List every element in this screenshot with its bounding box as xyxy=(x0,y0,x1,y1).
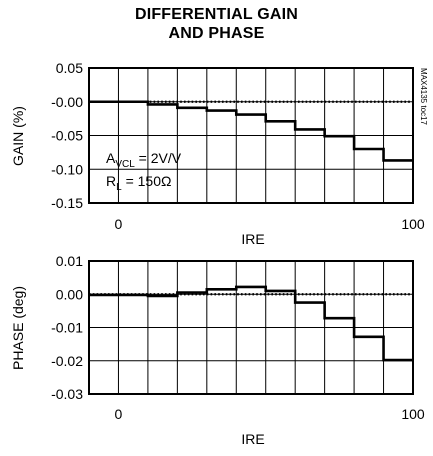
phase-y-tick-label: 0.01 xyxy=(56,253,83,269)
gain-y-tick-label: -0.15 xyxy=(51,195,83,211)
gain-y-tick-label: -0.00 xyxy=(51,94,83,110)
gain-series-line-0 xyxy=(89,100,413,162)
phase-plot-frame xyxy=(88,260,414,395)
gain-y-tick-label: 0.05 xyxy=(56,60,83,76)
phase-x-axis-label: IRE xyxy=(241,431,264,447)
phase-y-tick-label: -0.03 xyxy=(51,386,83,402)
phase-x-tick-label: 0 xyxy=(115,406,123,422)
phase-y-tick-label: -0.01 xyxy=(51,320,83,336)
annotation-text-0: AVCL = 2V/V xyxy=(106,150,182,170)
chart-title-line-1: DIFFERENTIAL GAIN xyxy=(134,6,299,23)
gain-y-tick-label: -0.05 xyxy=(51,128,83,144)
gain-plot-frame xyxy=(88,67,414,204)
gain-x-tick-label: 100 xyxy=(401,216,425,232)
annotation-text-1: RL = 150Ω xyxy=(106,173,171,193)
chart-title-line-2: AND PHASE xyxy=(168,25,265,42)
phase-y-tick-label: -0.02 xyxy=(51,353,83,369)
phase-series-line-0 xyxy=(89,285,413,362)
phase-x-tick-label: 100 xyxy=(401,406,425,422)
gain-x-axis-label: IRE xyxy=(241,231,264,247)
gain-x-tick-label: 0 xyxy=(115,216,123,232)
phase-y-tick-label: 0.00 xyxy=(56,286,83,302)
gain-y-tick-label: -0.10 xyxy=(51,161,83,177)
